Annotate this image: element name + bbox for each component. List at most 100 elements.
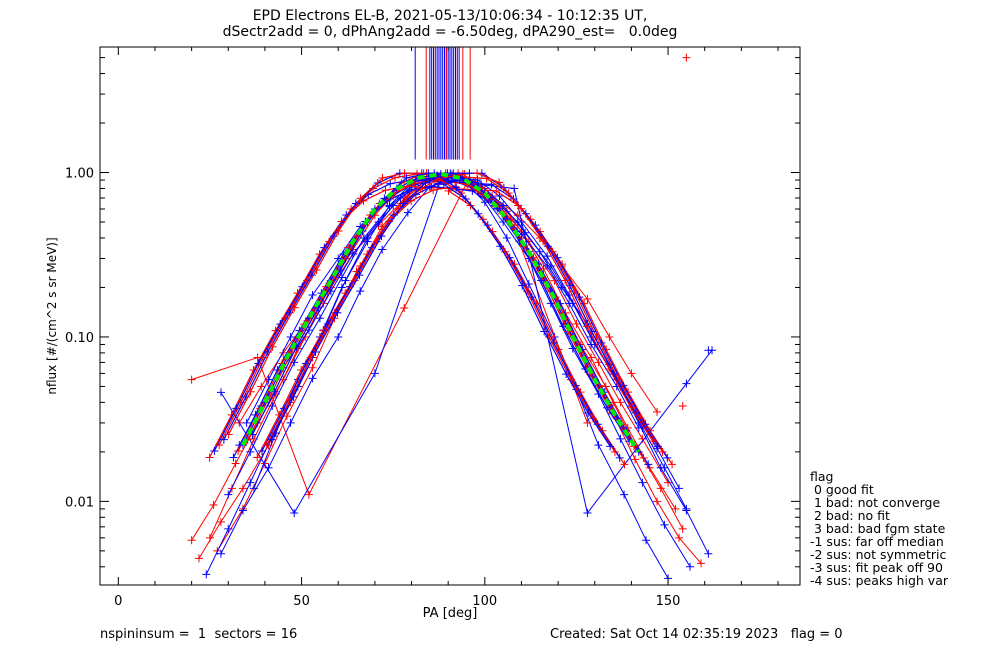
series-point — [215, 441, 224, 450]
series-point — [495, 178, 504, 187]
series-point — [257, 382, 266, 391]
series-point — [642, 536, 651, 545]
y-tick-label: 0.10 — [65, 331, 94, 346]
series-point — [639, 453, 648, 462]
series-point — [416, 184, 425, 193]
series-point — [638, 478, 647, 487]
series-point — [253, 453, 262, 462]
legend-item-bad-fgm-state: 3 bad: bad fgm state — [810, 521, 946, 536]
series-point — [334, 227, 343, 236]
series-point — [405, 186, 414, 195]
series-point — [205, 533, 214, 542]
series-point — [540, 327, 549, 336]
series-point — [205, 453, 214, 462]
series-point — [356, 287, 365, 296]
chart-title-line-2: dSectr2add = 0, dPhAng2add = -6.50deg, d… — [222, 24, 678, 40]
series-point — [686, 562, 695, 571]
series-point — [644, 460, 653, 469]
series-point — [675, 533, 684, 542]
series-point — [286, 418, 295, 427]
series-point — [348, 249, 357, 258]
series-point — [421, 178, 430, 187]
series-point — [565, 299, 574, 308]
series-point — [583, 322, 592, 331]
series-point — [286, 332, 295, 341]
series-point — [433, 179, 442, 188]
series-point — [363, 233, 372, 242]
series-point — [402, 173, 411, 182]
series-point — [634, 423, 643, 432]
series-point — [377, 232, 386, 241]
series-point — [518, 281, 527, 290]
series-point — [224, 524, 233, 533]
series-point — [663, 453, 672, 462]
series-point — [502, 233, 511, 242]
legend-title: flag — [810, 469, 834, 484]
series-point — [671, 504, 680, 513]
series-point — [583, 295, 592, 304]
legend-item-not-symmetric: -2 sus: not symmetric — [810, 547, 947, 562]
series-line — [198, 177, 702, 564]
series-point — [606, 442, 615, 451]
legend-item-peaks-high-var: -4 sus: peaks high var — [810, 573, 949, 588]
outlier-point — [678, 402, 687, 411]
series-point — [289, 392, 298, 401]
series-point — [267, 435, 276, 444]
series-point — [584, 408, 593, 417]
series-line — [237, 179, 645, 459]
series-point — [517, 204, 526, 213]
series-point — [594, 441, 603, 450]
series-point — [234, 447, 243, 456]
series-point — [610, 447, 619, 456]
series-point — [194, 554, 203, 563]
outlier-point — [682, 53, 691, 62]
series-point — [478, 215, 487, 224]
series-point — [605, 332, 614, 341]
series-point — [620, 490, 629, 499]
series-point — [381, 186, 390, 195]
series-point — [290, 303, 299, 312]
plot-frame — [99, 46, 801, 586]
series-point — [697, 559, 706, 568]
series-point — [656, 484, 665, 493]
series-point — [543, 252, 552, 261]
series-point — [587, 353, 596, 362]
series-point — [308, 374, 317, 383]
flag-legend: flag 0 good fit 1 bad: not converge 2 ba… — [810, 470, 948, 587]
series-point — [336, 266, 345, 275]
series-point — [210, 447, 219, 456]
series-point — [473, 169, 482, 178]
series-point — [653, 407, 662, 416]
series-point — [380, 194, 389, 203]
series-point — [355, 271, 364, 280]
series-point — [341, 276, 350, 285]
series-point — [400, 303, 409, 312]
x-tick-label: 50 — [293, 594, 310, 609]
series-point — [304, 490, 313, 499]
series-point — [356, 194, 365, 203]
axes-layer: 0 50 100 150 0.01 0.10 1.00 — [65, 47, 800, 609]
series-point — [246, 447, 255, 456]
series-point — [216, 549, 225, 558]
series-point — [704, 549, 713, 558]
series-point — [202, 570, 211, 579]
series-point — [389, 201, 398, 210]
series-point — [444, 186, 453, 195]
series-point — [649, 437, 658, 446]
series-point — [262, 441, 271, 450]
legend-item-far-off-median: -1 sus: far off median — [810, 534, 944, 549]
series-point — [231, 459, 240, 468]
series-point — [334, 332, 343, 341]
series-point — [682, 379, 691, 388]
series-point — [242, 418, 251, 427]
series-point — [290, 358, 299, 367]
series-point — [370, 369, 379, 378]
series-point — [209, 501, 218, 510]
series-point — [627, 403, 636, 412]
series-point — [268, 402, 277, 411]
series-point — [605, 365, 614, 374]
series-point — [668, 460, 677, 469]
series-point — [429, 186, 438, 195]
series-point — [224, 490, 233, 499]
series-point — [311, 347, 320, 356]
